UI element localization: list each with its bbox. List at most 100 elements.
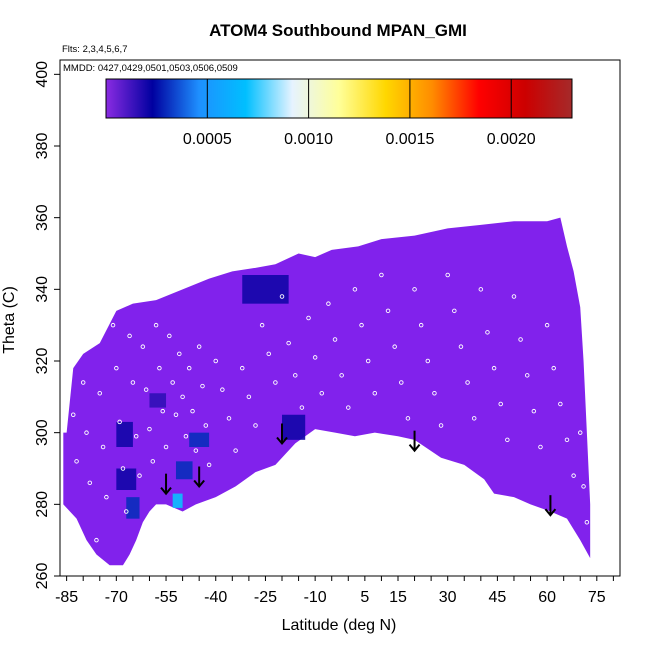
colorbar-tick-label: 0.0020 xyxy=(487,131,536,148)
sample-point xyxy=(246,394,252,400)
sample-point xyxy=(213,358,218,364)
sample-point xyxy=(359,322,364,328)
sample-point xyxy=(478,287,484,292)
sample-point xyxy=(143,387,149,392)
sample-point xyxy=(259,322,265,328)
sample-point xyxy=(558,401,563,407)
sample-point xyxy=(163,444,169,450)
sample-point xyxy=(80,380,86,385)
sample-point xyxy=(153,322,159,328)
sample-point xyxy=(117,419,122,425)
arrow-head xyxy=(544,508,557,517)
sample-point xyxy=(399,380,404,385)
dates-annotation: MMDD: 0427,0429,0501,0503,0506,0509 xyxy=(63,63,238,74)
sample-point xyxy=(293,373,298,378)
sample-point xyxy=(531,408,537,414)
sample-point xyxy=(239,365,245,371)
x-tick-label: -70 xyxy=(105,589,128,606)
field-patch xyxy=(175,461,193,480)
field-patch xyxy=(126,497,140,519)
field-patch xyxy=(282,414,306,440)
sample-point xyxy=(286,340,291,346)
field-patch xyxy=(242,275,289,304)
y-tick-label: 380 xyxy=(34,133,51,160)
x-tick-label: 60 xyxy=(538,589,556,606)
sample-point xyxy=(465,380,470,385)
sample-point xyxy=(584,520,590,525)
sample-point xyxy=(170,380,175,385)
sample-point xyxy=(124,509,129,514)
sample-point xyxy=(67,373,73,378)
sample-point xyxy=(352,287,358,292)
sample-point xyxy=(432,391,437,396)
sample-point xyxy=(438,423,444,428)
sample-point xyxy=(150,459,156,464)
x-tick-label: 75 xyxy=(588,589,606,606)
field-patch xyxy=(172,493,183,508)
sample-point xyxy=(137,473,142,478)
sample-point xyxy=(279,294,285,299)
field-patch xyxy=(149,393,167,408)
y-axis: 260 280 300 320 340 360 380 400 xyxy=(34,61,60,589)
arrow-head xyxy=(276,436,288,446)
x-tick-label: 5 xyxy=(360,589,369,606)
sample-point xyxy=(100,444,106,450)
x-tick-label: -40 xyxy=(204,589,227,606)
sample-point xyxy=(193,448,199,453)
y-tick-label: 300 xyxy=(34,419,51,446)
y-tick-label: 340 xyxy=(34,276,51,303)
sample-point xyxy=(180,394,185,400)
field-patch xyxy=(116,421,133,447)
field-region xyxy=(63,217,591,566)
sample-point xyxy=(266,351,272,357)
sample-point xyxy=(273,380,278,385)
field-patch xyxy=(189,432,210,447)
sample-point xyxy=(177,351,182,357)
arrow-head xyxy=(193,479,205,489)
sample-point xyxy=(544,322,550,328)
sample-point xyxy=(140,344,146,349)
sample-point xyxy=(471,416,477,421)
colorbar-tick-label: 0.0010 xyxy=(284,131,333,148)
sample-point xyxy=(160,408,165,414)
sample-point xyxy=(312,355,318,360)
sample-point xyxy=(491,365,497,371)
sample-point xyxy=(445,272,450,278)
sample-point xyxy=(226,416,232,421)
colorbar-gradient xyxy=(105,78,573,119)
sample-point xyxy=(346,405,351,410)
sample-point xyxy=(110,322,116,328)
sample-point xyxy=(97,391,103,396)
x-axis-label: Latitude (deg N) xyxy=(282,617,397,634)
sample-point xyxy=(564,437,570,443)
sample-point xyxy=(551,365,556,371)
sample-point xyxy=(94,537,99,543)
sample-point xyxy=(127,333,132,339)
sample-point xyxy=(538,444,543,450)
sample-point xyxy=(524,373,530,378)
sample-point xyxy=(452,308,457,314)
sample-point xyxy=(505,437,510,443)
sample-point xyxy=(412,287,417,292)
sample-point xyxy=(203,423,209,428)
sample-point xyxy=(133,434,139,439)
sample-point xyxy=(511,294,517,299)
x-axis: -85 -70 -55 -40 -25 -10 5 15 30 45 60 75 xyxy=(55,576,614,606)
sample-point xyxy=(253,423,258,428)
sample-point xyxy=(306,315,311,321)
y-tick-label: 360 xyxy=(34,204,51,231)
x-tick-label: -10 xyxy=(304,589,327,606)
y-tick-label: 260 xyxy=(34,563,51,590)
arrow-head xyxy=(408,444,421,453)
sample-point xyxy=(319,391,325,396)
sample-points xyxy=(67,272,590,543)
sample-point xyxy=(84,430,89,435)
colorbar: 0.0005 0.0010 0.0015 0.0020 xyxy=(105,78,573,148)
sample-point xyxy=(418,322,424,328)
sample-point xyxy=(167,333,172,339)
sample-point xyxy=(385,308,391,314)
sample-point xyxy=(372,391,378,396)
x-tick-label: 30 xyxy=(439,589,457,606)
sample-point xyxy=(206,462,212,468)
